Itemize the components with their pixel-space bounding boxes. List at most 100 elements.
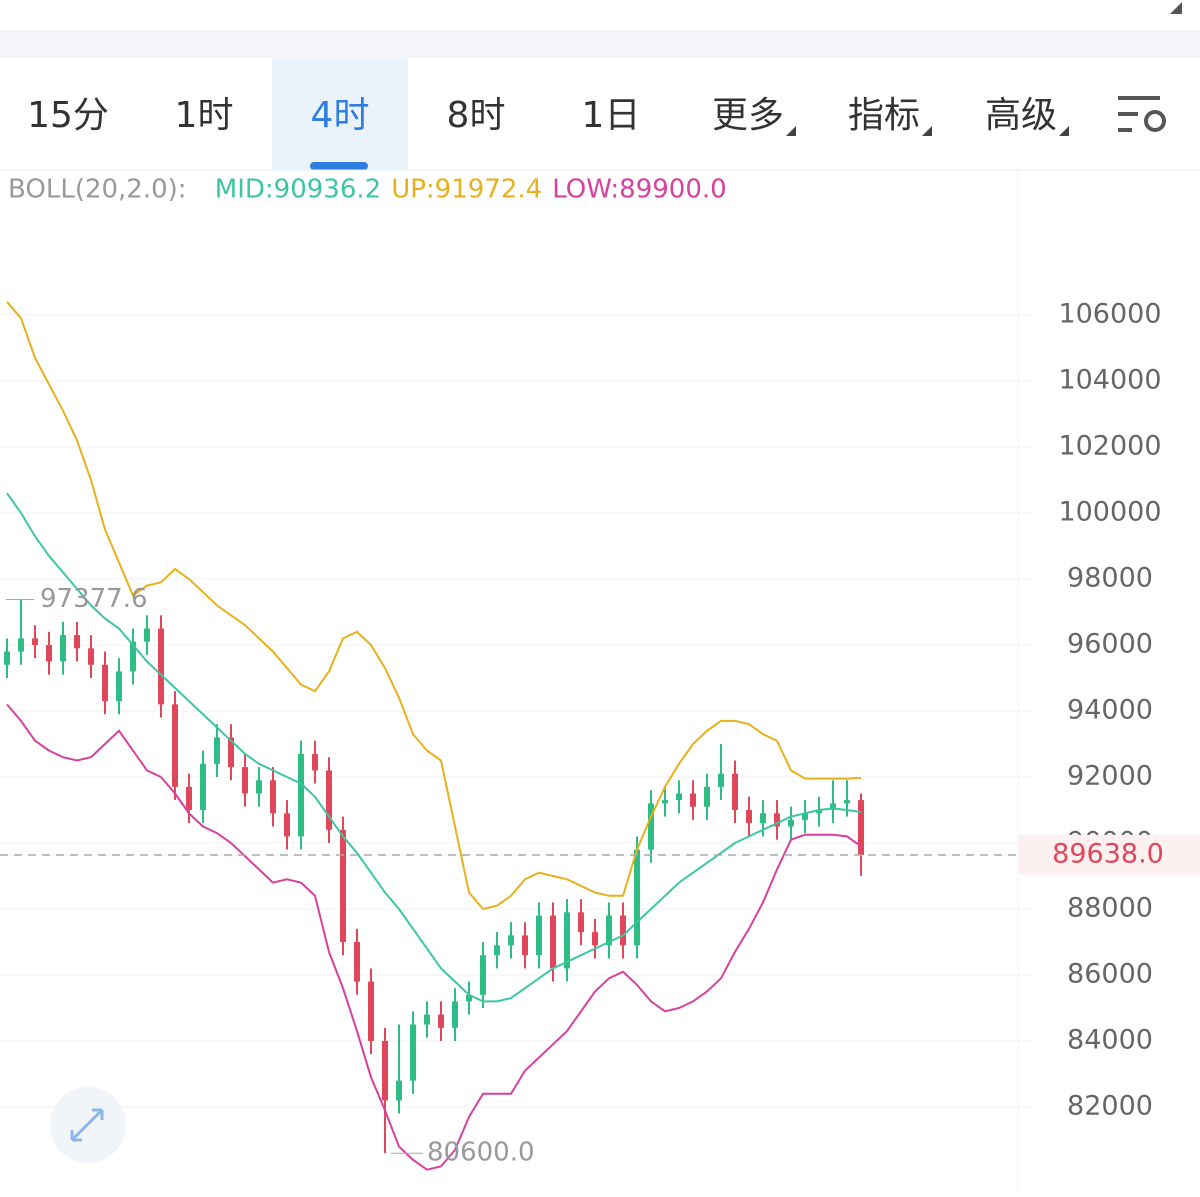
- candle-body: [816, 810, 822, 814]
- settings-icon[interactable]: [1118, 96, 1166, 132]
- last-price-label: 89638.0: [1052, 838, 1164, 869]
- candle-body: [536, 915, 542, 956]
- candle-body: [438, 1014, 444, 1028]
- y-tick-label: 94000: [1067, 695, 1153, 726]
- y-tick-label: 102000: [1058, 431, 1161, 462]
- y-tick-label: 86000: [1067, 959, 1153, 990]
- candle-body: [158, 628, 164, 705]
- candle-body: [704, 786, 710, 807]
- candle-body: [298, 753, 304, 837]
- candle-body: [550, 915, 556, 969]
- candle-body: [312, 753, 318, 771]
- tab[interactable]: 1日: [582, 95, 641, 136]
- candle-body: [60, 635, 66, 662]
- candle-body: [410, 1024, 416, 1081]
- y-tick-label: 100000: [1058, 497, 1161, 528]
- candle-body: [858, 800, 864, 855]
- active-tab-indicator: [310, 162, 368, 170]
- candle-body: [382, 1041, 388, 1101]
- candle-body: [480, 955, 486, 995]
- candle-body: [46, 645, 52, 662]
- candle-body: [284, 813, 290, 837]
- dropdown-caret: [1059, 126, 1069, 136]
- candle-body: [424, 1014, 430, 1025]
- legend-entry: LOW:89900.0: [552, 175, 726, 205]
- candle-body: [186, 786, 192, 810]
- candle-body: [746, 810, 752, 824]
- candle-body: [396, 1080, 402, 1101]
- candle-body: [228, 737, 234, 768]
- candle-body: [368, 981, 374, 1041]
- candle-body: [242, 767, 248, 794]
- y-tick-label: 82000: [1067, 1091, 1153, 1122]
- tab[interactable]: 1时: [175, 95, 234, 136]
- candle-body: [4, 651, 10, 665]
- tab[interactable]: 指标: [848, 95, 920, 136]
- candle-body: [32, 638, 38, 645]
- boll-line: [6, 703, 862, 1171]
- candle-body: [634, 849, 640, 946]
- y-tick-label: 104000: [1058, 365, 1161, 396]
- candle-body: [270, 780, 276, 814]
- indicator-label: BOLL(20,2.0):: [8, 175, 187, 205]
- top-band: [0, 30, 1200, 58]
- legend-entry: MID:90936.2: [215, 175, 381, 205]
- candle-body: [788, 819, 794, 827]
- min-label: 80600.0: [427, 1138, 535, 1168]
- dropdown-caret: [786, 126, 796, 136]
- candle-body: [676, 793, 682, 801]
- candle-body: [18, 638, 24, 652]
- candle-body: [564, 912, 570, 969]
- candle-body: [172, 704, 178, 787]
- y-tick-label: 84000: [1067, 1025, 1153, 1056]
- candle-body: [74, 635, 80, 649]
- candle-body: [760, 813, 766, 824]
- candle-body: [102, 664, 108, 702]
- y-tick-label: 88000: [1067, 893, 1153, 924]
- candle-body: [718, 773, 724, 787]
- candle-body: [802, 813, 808, 820]
- last-price-box: [1019, 834, 1200, 875]
- boll-line: [6, 492, 862, 1003]
- candle-body: [620, 915, 626, 946]
- candle-body: [690, 793, 696, 807]
- dropdown-caret: [922, 126, 932, 136]
- candle-body: [130, 641, 136, 672]
- boll-line: [6, 301, 862, 911]
- corner-icon: [1170, 2, 1182, 14]
- candle-body: [508, 935, 514, 946]
- candle-body: [354, 942, 360, 982]
- tab[interactable]: 8时: [447, 95, 506, 136]
- candle-body: [844, 800, 850, 804]
- tab[interactable]: 4时: [311, 95, 370, 136]
- candle-body: [732, 773, 738, 810]
- candle-body: [144, 628, 150, 642]
- candle-body: [606, 915, 612, 946]
- tab[interactable]: 高级: [985, 95, 1057, 136]
- candle-body: [578, 912, 584, 933]
- active-tab-bg: [272, 58, 408, 170]
- candle-body: [466, 994, 472, 1002]
- candle-body: [662, 800, 668, 804]
- candle-body: [774, 813, 780, 827]
- legend-entry: UP:91972.4: [391, 175, 542, 205]
- y-tick-label: 106000: [1058, 299, 1161, 330]
- candle-body: [116, 671, 122, 702]
- candle-body: [326, 770, 332, 830]
- tab[interactable]: 15分: [27, 95, 109, 136]
- candle-body: [592, 932, 598, 946]
- candle-body: [522, 935, 528, 956]
- candle-body: [648, 803, 654, 850]
- candle-body: [214, 737, 220, 764]
- candle-body: [88, 648, 94, 665]
- candle-body: [256, 780, 262, 794]
- expand-icon: [70, 1108, 104, 1142]
- y-tick-label: 96000: [1067, 629, 1153, 660]
- candle-body: [494, 945, 500, 956]
- y-tick-label: 92000: [1067, 761, 1153, 792]
- max-label: 97377.6: [40, 584, 148, 614]
- candle-body: [830, 803, 836, 810]
- candle-body: [200, 763, 206, 810]
- tab[interactable]: 更多: [712, 95, 784, 136]
